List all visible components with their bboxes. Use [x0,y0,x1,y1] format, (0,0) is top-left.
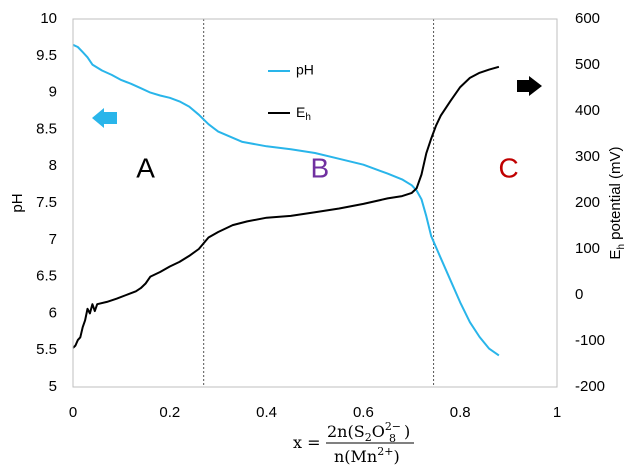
y-left-tick-label: 7.5 [36,194,57,211]
y-left-tick-label: 5.5 [36,341,57,358]
y-left-tick-label: 6.5 [36,268,57,285]
x-axis-title-prefix: x = [293,433,321,452]
y-right-tick-label: 300 [575,148,600,165]
x-axis-title: x = 2n(S2O2− 8) n(Mn2+) [293,420,414,466]
y-right-axis-title: Eh potential (mV) [607,146,627,259]
region-label-a: A [136,152,155,183]
y-left-axis-title: pH [9,193,26,212]
y-right-tick-label: 0 [575,286,583,303]
x-tick-label: 0.2 [159,404,180,421]
y-left-tick-label: 5 [49,378,57,395]
y-right-tick-label: 100 [575,240,600,257]
x-tick-label: 0.6 [353,404,374,421]
eh-axis-arrow-icon [517,76,542,96]
x-axis-ticks: 0 0.2 0.4 0.6 0.8 1 [69,404,561,421]
ph-axis-arrow-icon [92,108,117,128]
x-tick-label: 0.4 [256,404,277,421]
y-right-tick-label: -100 [575,332,605,349]
left-axis-ticks: 5 5.5 6 6.5 7 7.5 8 8.5 9 9.5 10 [36,10,57,395]
y-left-tick-label: 9.5 [36,47,57,64]
y-left-tick-label: 6 [49,304,57,321]
series-lines [72,43,500,357]
series-line-ph [72,43,500,357]
region-dividers [203,19,435,387]
right-axis-ticks: -200 -100 0 100 200 300 400 500 600 [575,10,605,395]
y-left-tick-label: 10 [40,10,57,27]
legend: pH Eh [268,62,314,123]
y-right-tick-label: 400 [575,102,600,119]
series-line-eh [72,65,500,349]
region-label-b: B [310,152,329,183]
plot-frame [72,18,558,388]
y-left-tick-label: 8 [49,157,57,174]
y-left-tick-label: 7 [49,231,57,248]
legend-eh-label: Eh [296,104,311,123]
region-labels: A B C [136,152,518,183]
x-tick-label: 1 [553,404,561,421]
y-left-tick-label: 9 [49,84,57,101]
y-left-tick-label: 8.5 [36,120,57,137]
legend-ph-label: pH [296,62,314,78]
y-right-tick-label: 200 [575,194,600,211]
x-axis-title-denominator: n(Mn2+) [334,445,400,466]
y-right-tick-label: 500 [575,56,600,73]
x-axis-title-numerator: 2n(S2O2− 8) [327,420,410,445]
y-right-tick-label: -200 [575,378,605,395]
x-tick-label: 0 [69,404,77,421]
x-tick-label: 0.8 [450,404,471,421]
region-label-c: C [498,152,518,183]
y-right-tick-label: 600 [575,10,600,27]
